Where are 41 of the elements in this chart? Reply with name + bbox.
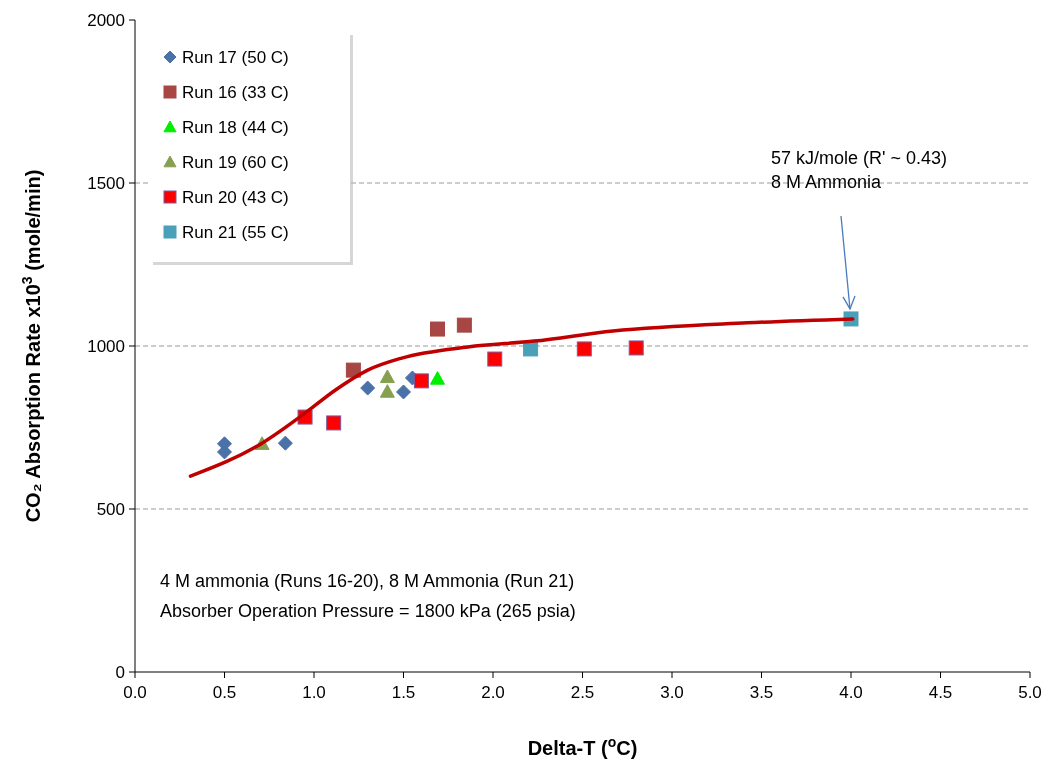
point	[379, 369, 395, 384]
point	[277, 435, 293, 451]
x-tick-label: 1.0	[302, 683, 326, 702]
y-tick-label: 1500	[87, 173, 125, 193]
point	[430, 371, 446, 385]
point	[523, 341, 539, 357]
point	[456, 317, 472, 333]
legend-label: Run 19 (60 C)	[182, 152, 289, 172]
annotation: Absorber Operation Pressure = 1800 kPa (265 psia)	[160, 601, 576, 621]
legend-label: Run 20 (43 C)	[182, 187, 289, 207]
x-tick-label: 0.5	[212, 683, 237, 702]
legend-label: Run 17 (50 C)	[182, 47, 289, 67]
x-tick-label: 5.0	[1018, 683, 1042, 702]
legend-label: Run 21 (55 C)	[182, 222, 289, 242]
point	[379, 384, 395, 398]
point	[413, 373, 429, 389]
x-tick-label: 2.0	[481, 683, 505, 702]
point	[430, 321, 446, 337]
y-tick-label: 500	[96, 499, 125, 519]
point	[396, 384, 411, 400]
x-tick-label: 2.5	[570, 683, 595, 702]
point	[487, 351, 503, 367]
x-tick-label: 3.0	[660, 683, 684, 702]
legend-label: Run 16 (33 C)	[182, 82, 289, 102]
y-tick-label: 2000	[87, 10, 125, 30]
legend-label: Run 18 (44 C)	[182, 117, 289, 137]
x-tick-label: 3.5	[749, 683, 774, 702]
point	[326, 415, 342, 431]
x-tick-label: 4.5	[928, 683, 953, 702]
y-tick-label: 1000	[87, 336, 125, 356]
x-tick-label: 0.0	[123, 683, 147, 702]
x-tick-label: 1.5	[391, 683, 416, 702]
point	[345, 362, 361, 378]
x-axis-title: Delta-T ($^{o}$C)	[527, 734, 638, 759]
annotation: 4 M ammonia (Runs 16-20), 8 M Ammonia (Run 21)	[160, 571, 575, 591]
y-tick-label: 0	[115, 662, 125, 682]
x-tick-label: 4.0	[839, 683, 863, 702]
annotation: 57 kJ/mole (R' ~ 0.43) 8 M Ammonia	[771, 147, 948, 192]
point	[576, 341, 592, 357]
point	[360, 380, 376, 396]
point	[628, 340, 644, 356]
